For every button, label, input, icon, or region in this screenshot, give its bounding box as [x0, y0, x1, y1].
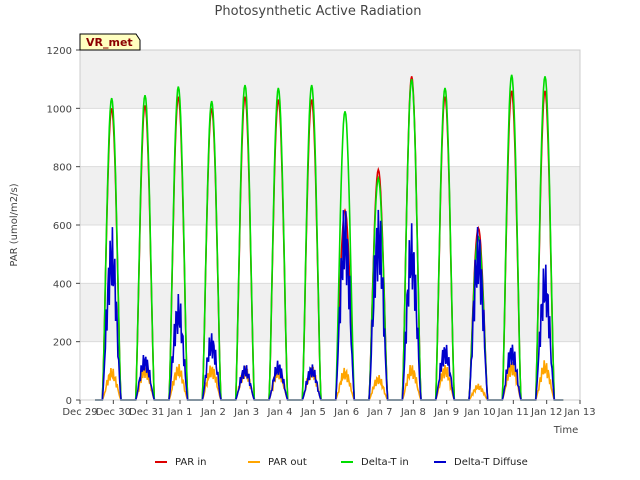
- legend-label: PAR in: [175, 457, 206, 468]
- legend-item: Delta-T in: [341, 457, 409, 468]
- legend: PAR in PAR out Delta-T in Delta-T Diffuse: [155, 457, 528, 468]
- x-tick-label: Jan 6: [333, 407, 359, 418]
- legend-item: PAR out: [248, 457, 307, 468]
- legend-label: PAR out: [268, 457, 307, 468]
- legend-item: PAR in: [155, 457, 206, 468]
- y-tick-label: 200: [53, 338, 72, 349]
- x-tick-label: Dec 29: [62, 407, 97, 418]
- band: [80, 166, 580, 225]
- x-tick-label: Jan 9: [433, 407, 459, 418]
- vr-met-badge: VR_met: [79, 33, 141, 51]
- x-tick-label: Jan 2: [200, 407, 226, 418]
- plot-bands: [80, 50, 580, 342]
- y-tick-label: 0: [66, 396, 72, 407]
- y-tick-label: 1000: [47, 104, 72, 115]
- legend-label: Delta-T Diffuse: [454, 457, 528, 468]
- band: [80, 283, 580, 342]
- x-tick-label: Jan 4: [267, 407, 293, 418]
- x-axis-label: Time: [553, 425, 578, 436]
- x-tick-label: Jan 5: [300, 407, 326, 418]
- y-tick-label: 600: [53, 221, 72, 232]
- x-tick-label: Jan 1: [167, 407, 193, 418]
- y-tick-label: 800: [53, 163, 72, 174]
- x-tick-label: Jan 10: [463, 407, 495, 418]
- x-tick-label: Jan 7: [367, 407, 393, 418]
- x-tick-label: Jan 12: [530, 407, 562, 418]
- x-tick-label: Dec 31: [129, 407, 164, 418]
- x-tick-label: Jan 11: [497, 407, 529, 418]
- x-tick-label: Jan 13: [563, 407, 595, 418]
- y-tick-label: 400: [53, 279, 72, 290]
- chart-title: Photosynthetic Active Radiation: [215, 4, 422, 19]
- legend-item: Delta-T Diffuse: [434, 457, 528, 468]
- x-tick-label: Dec 30: [96, 407, 131, 418]
- badge-label: VR_met: [86, 36, 133, 49]
- y-axis-label: PAR (umol/m2/s): [9, 183, 20, 266]
- x-tick-label: Jan 3: [233, 407, 259, 418]
- band: [80, 50, 580, 109]
- x-tick-label: Jan 8: [400, 407, 426, 418]
- legend-label: Delta-T in: [361, 457, 409, 468]
- y-tick-label: 1200: [47, 46, 72, 57]
